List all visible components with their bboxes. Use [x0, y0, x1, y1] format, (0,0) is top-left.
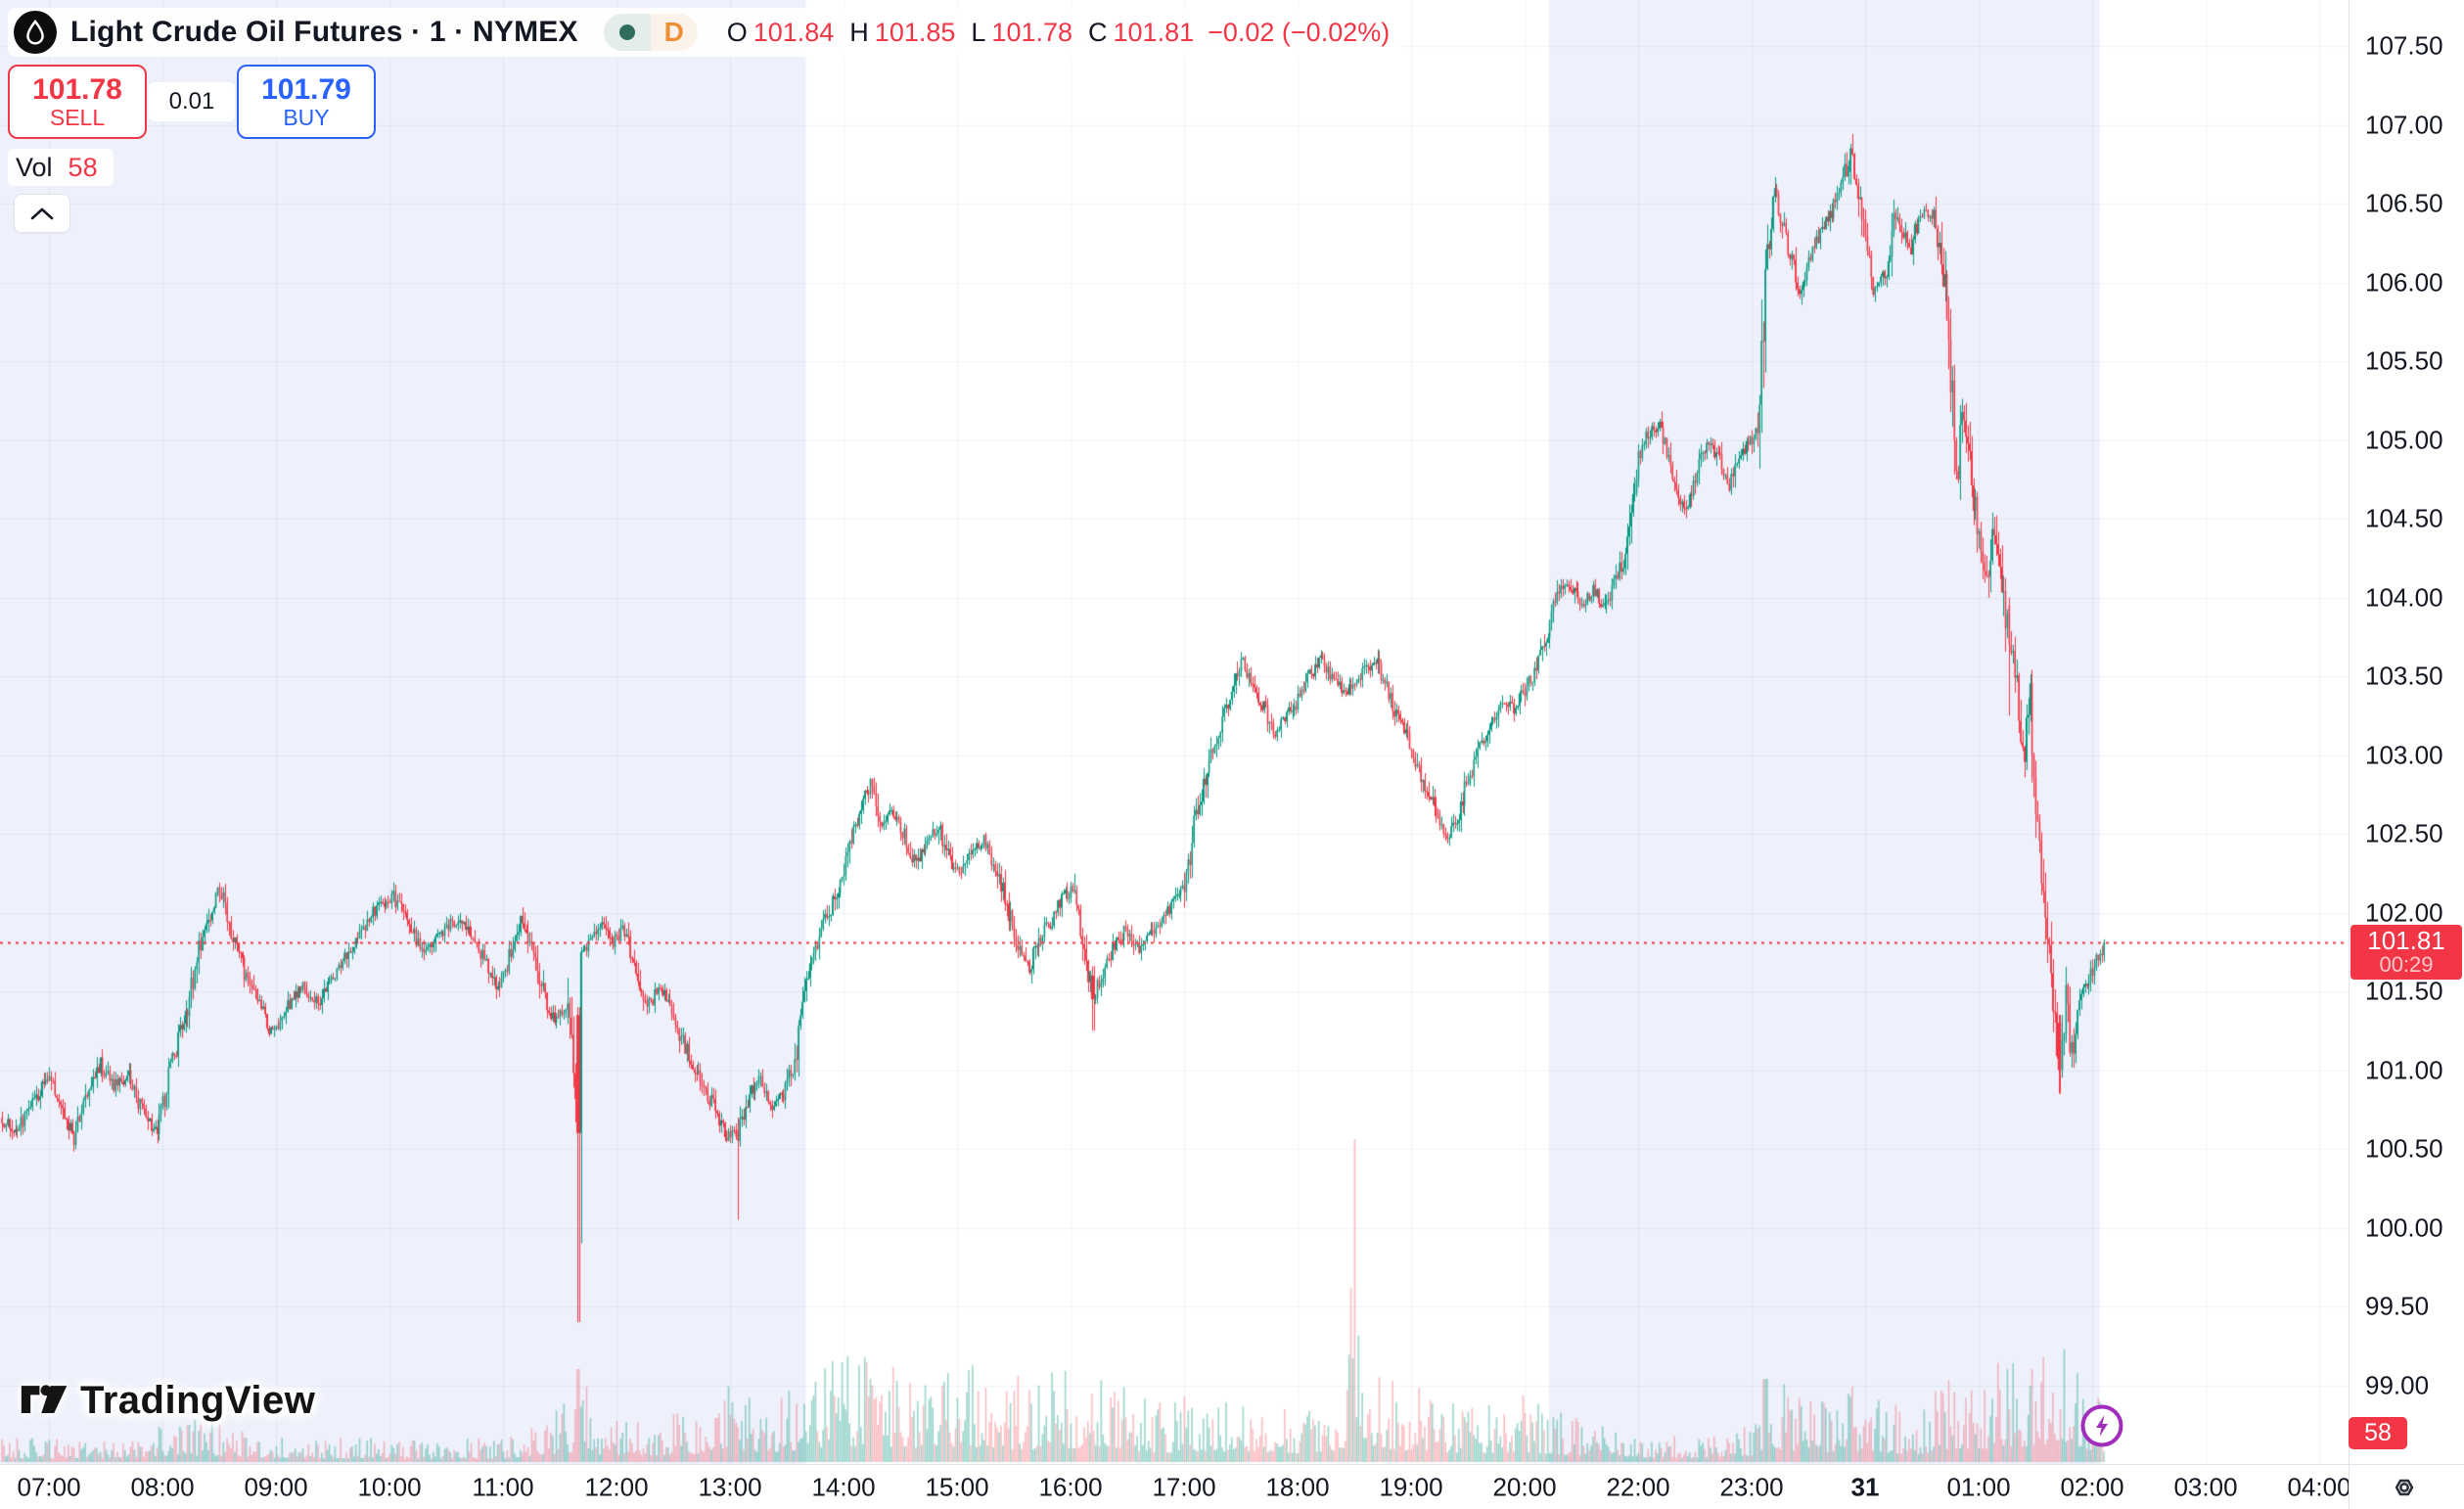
- time-axis-label: 23:00: [1719, 1472, 1784, 1501]
- time-axis-label: 15:00: [925, 1472, 989, 1501]
- tradingview-logo-icon: [21, 1385, 68, 1413]
- ohlc-readout: O 101.84 H 101.85 L 101.78 C 101.81 −0.0…: [727, 18, 1391, 48]
- time-axis-label: 10:00: [357, 1472, 422, 1501]
- tradingview-watermark[interactable]: TradingView: [20, 1378, 315, 1423]
- order-panel: 101.78 SELL 0.01 101.79 BUY: [8, 65, 376, 139]
- volume-axis-badge: 58: [2349, 1417, 2407, 1449]
- time-axis-label: 22:00: [1606, 1472, 1670, 1501]
- legend-row: Light Crude Oil Futures · 1 · NYMEX D O …: [8, 8, 1404, 57]
- sell-price: 101.78: [32, 72, 122, 106]
- price-axis-label: 106.50: [2365, 188, 2443, 218]
- time-axis-label: 07:00: [17, 1472, 81, 1501]
- time-axis-label: 16:00: [1038, 1472, 1103, 1501]
- buy-label: BUY: [283, 104, 330, 130]
- price-axis-label: 104.00: [2365, 582, 2443, 612]
- chevron-up-icon: [30, 207, 54, 220]
- volume-label: Vol: [16, 152, 53, 182]
- time-axis[interactable]: 07:00 08:00 09:00 10:00 11:00 12:00 13:00 14:00…: [0, 1464, 2349, 1509]
- open-label: O: [726, 17, 748, 47]
- buy-button[interactable]: 101.79 BUY: [237, 65, 376, 139]
- price-axis-label: 107.00: [2365, 110, 2443, 139]
- gear-icon: [2395, 1479, 2414, 1496]
- price-axis-label: 101.50: [2365, 976, 2443, 1006]
- close-label: C: [1088, 17, 1108, 47]
- time-axis-label: 17:00: [1152, 1472, 1216, 1501]
- time-axis-label: 08:00: [130, 1472, 195, 1501]
- volume-legend: Vol 58: [8, 149, 114, 186]
- time-axis-label: 20:00: [1492, 1472, 1557, 1501]
- collapse-legend-button[interactable]: [14, 194, 70, 233]
- buy-price: 101.79: [261, 72, 351, 106]
- page-title[interactable]: Light Crude Oil Futures · 1 · NYMEX: [70, 16, 578, 48]
- time-axis-label: 02:00: [2060, 1472, 2124, 1501]
- legend: Light Crude Oil Futures · 1 · NYMEX D O …: [8, 8, 1404, 57]
- low-label: L: [971, 17, 986, 47]
- price-axis-label: 103.50: [2365, 661, 2443, 691]
- volume-value: 58: [68, 152, 98, 182]
- high-value: 101.85: [874, 17, 956, 47]
- symbol-logo-icon: [14, 11, 57, 54]
- time-axis-label: 01:00: [1946, 1472, 2011, 1501]
- price-axis-label: 100.50: [2365, 1133, 2443, 1164]
- time-axis-label: 14:00: [811, 1472, 876, 1501]
- status-pills: D: [603, 14, 698, 51]
- change-value: −0.02 (−0.02%): [1208, 17, 1391, 47]
- time-axis-label: 04:00: [2287, 1472, 2349, 1501]
- axis-settings-button[interactable]: [2388, 1471, 2421, 1504]
- time-axis-label: 12:00: [584, 1472, 649, 1501]
- price-axis-label: 99.00: [2365, 1370, 2430, 1399]
- resolution-badge[interactable]: D: [650, 14, 698, 51]
- market-status-dot-icon: [618, 24, 635, 40]
- market-open-indicator[interactable]: [603, 14, 651, 51]
- time-axis-label: 11:00: [472, 1472, 534, 1501]
- bar-countdown: 00:29: [2379, 952, 2434, 978]
- time-axis-label: 13:00: [698, 1472, 762, 1501]
- price-axis-label: 105.00: [2365, 425, 2443, 454]
- price-axis-label: 101.00: [2365, 1055, 2443, 1084]
- price-axis-label: 102.50: [2365, 818, 2443, 848]
- sell-label: SELL: [49, 104, 106, 130]
- price-axis-label: 102.00: [2365, 897, 2443, 927]
- spread-value: 0.01: [149, 82, 235, 121]
- current-price-value: 101.81: [2367, 926, 2445, 956]
- price-axis-label: 99.50: [2365, 1291, 2430, 1321]
- time-axis-label: 31: [1850, 1472, 1880, 1501]
- time-axis-label: 09:00: [244, 1472, 308, 1501]
- lightning-bolt-icon: [2080, 1404, 2123, 1447]
- watermark-brand: TradingView: [80, 1378, 316, 1422]
- price-axis-label: 103.00: [2365, 740, 2443, 769]
- time-axis-label: 19:00: [1379, 1472, 1443, 1501]
- price-axis-label: 106.00: [2365, 267, 2443, 297]
- time-axis-label: 18:00: [1265, 1472, 1330, 1501]
- price-axis-label: 105.50: [2365, 345, 2443, 376]
- time-axis-corner: [2349, 1464, 2464, 1509]
- price-axis-label: 104.50: [2365, 503, 2443, 533]
- oil-drop-icon: [26, 19, 44, 45]
- high-label: H: [849, 17, 869, 47]
- price-axis-label: 100.00: [2365, 1212, 2443, 1242]
- price-axis-label: 107.50: [2365, 30, 2443, 61]
- time-axis-label: 03:00: [2173, 1472, 2238, 1501]
- quick-trade-button[interactable]: [2079, 1403, 2124, 1448]
- open-value: 101.84: [753, 17, 835, 47]
- current-price-badge: 101.81 00:29: [2350, 925, 2462, 980]
- close-value: 101.81: [1113, 17, 1195, 47]
- low-value: 101.78: [991, 17, 1073, 47]
- sell-button[interactable]: 101.78 SELL: [8, 65, 147, 139]
- price-axis[interactable]: 107.50 107.00 106.50 106.00 105.50 105.00 104.…: [2349, 0, 2464, 1464]
